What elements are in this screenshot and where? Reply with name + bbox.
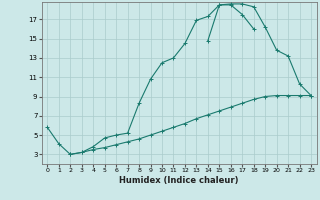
X-axis label: Humidex (Indice chaleur): Humidex (Indice chaleur) [119,176,239,185]
